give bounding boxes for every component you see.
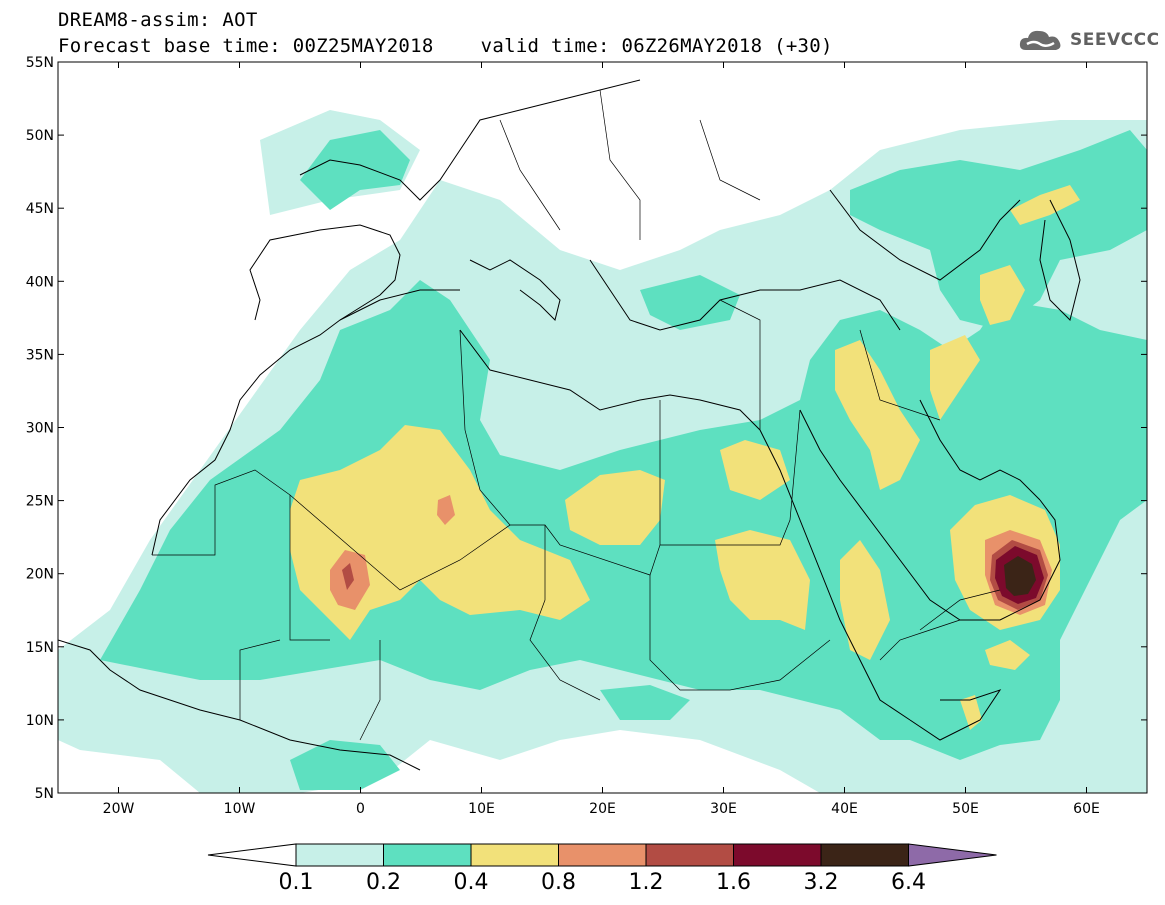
lat-label: 10N — [26, 713, 54, 729]
colorbar-level-label: 0.4 — [453, 870, 489, 895]
lat-label: 45N — [26, 201, 54, 217]
colorbar-segment — [558, 843, 647, 867]
colorbar-low-extension — [207, 843, 297, 867]
longitude-labels: 20W 10W 0 10E 20E 30E 40E 50E 60E — [103, 801, 1100, 817]
colorbar-level-label: 0.1 — [278, 870, 314, 895]
colorbar-segment — [383, 843, 472, 867]
coastlines-borders — [58, 79, 1081, 771]
colorbar-segment — [733, 843, 822, 867]
lat-label: 35N — [26, 347, 54, 363]
cloud-logo-icon — [1019, 30, 1061, 50]
aot-level-3-2 — [1004, 556, 1036, 596]
colorbar — [207, 843, 997, 867]
lon-label: 60E — [1073, 801, 1100, 817]
lon-label: 10W — [224, 801, 256, 817]
colorbar-level-label: 3.2 — [803, 870, 839, 895]
colorbar-segment — [820, 843, 909, 867]
seevccc-logo: SEEVCCC — [1018, 24, 1160, 56]
latitude-labels: 55N 50N 45N 40N 35N 30N 25N 20N 15N 10N 5N — [26, 55, 54, 802]
colorbar-level-label: 6.4 — [891, 870, 926, 895]
colorbar-level-label: 0.8 — [541, 870, 576, 895]
lon-label: 0 — [356, 801, 365, 817]
lon-label: 50E — [952, 801, 979, 817]
colorbar-high-extension — [908, 843, 997, 867]
lat-label: 20N — [26, 567, 54, 583]
forecast-times: Forecast base time: 00Z25MAY2018 valid t… — [58, 35, 833, 57]
lat-label: 25N — [26, 494, 54, 510]
colorbar-segment — [295, 843, 384, 867]
lat-label: 40N — [26, 274, 54, 290]
lon-label: 40E — [831, 801, 858, 817]
colorbar-level-label: 1.6 — [716, 870, 751, 895]
colorbar-level-label: 1.2 — [628, 870, 664, 895]
lon-label: 20W — [103, 801, 135, 817]
lat-label: 50N — [26, 128, 54, 144]
country-borders — [152, 89, 1001, 741]
lon-label: 30E — [710, 801, 737, 817]
lon-label: 20E — [589, 801, 616, 817]
colorbar-segment — [645, 843, 734, 867]
lat-label: 30N — [26, 421, 54, 437]
map-title: DREAM8-assim: AOT — [58, 9, 258, 31]
lat-label: 15N — [26, 640, 54, 656]
logo-text: SEEVCCC — [1070, 30, 1160, 50]
aot-contour-field — [58, 79, 1147, 793]
colorbar-segment — [470, 843, 559, 867]
axis-ticks — [58, 61, 1147, 794]
lat-label: 55N — [26, 55, 54, 71]
colorbar-labels: 0.1 0.2 0.4 0.8 1.2 1.6 3.2 6.4 — [0, 870, 1165, 900]
lat-label: 5N — [35, 786, 54, 802]
colorbar-level-label: 0.2 — [366, 870, 401, 895]
lon-label: 10E — [468, 801, 495, 817]
